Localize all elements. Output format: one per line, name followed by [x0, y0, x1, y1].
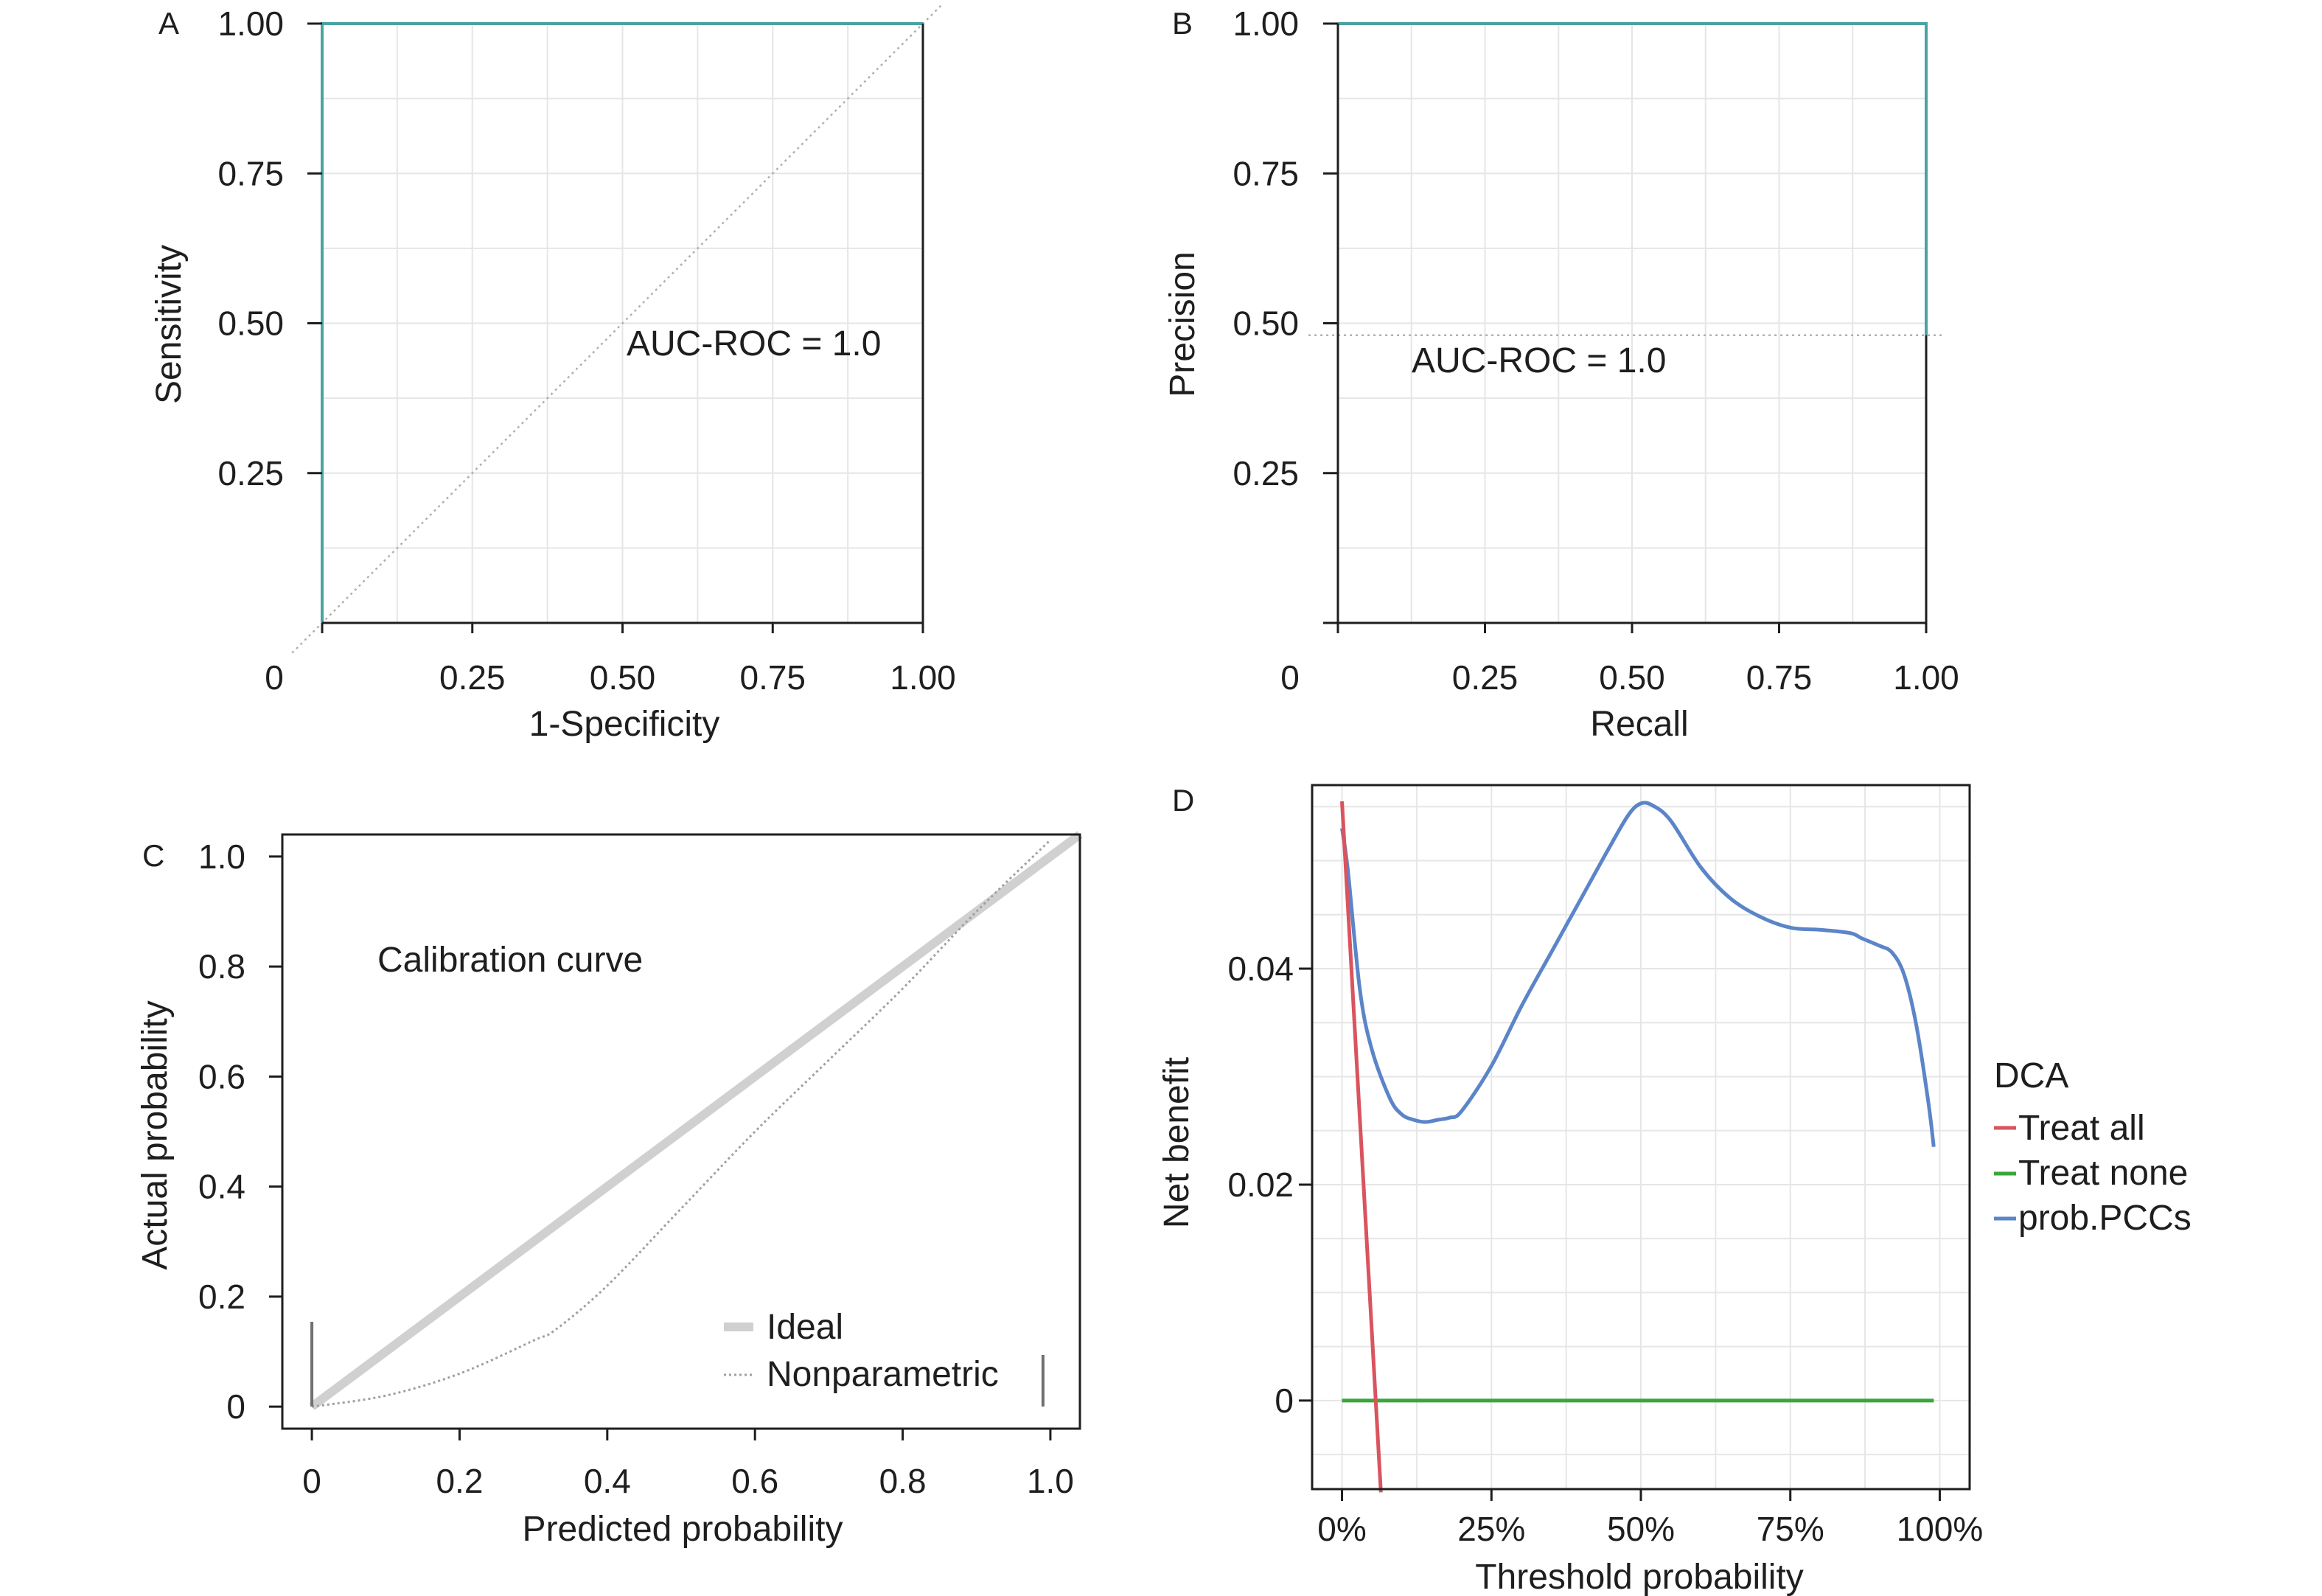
y-tick-label: 0.04 [1227, 949, 1294, 988]
panel-a-letter: A [158, 6, 179, 41]
panel-a-grid [322, 24, 923, 623]
x-tick-label: 0% [1317, 1510, 1366, 1548]
x-tick-label: 25% [1457, 1510, 1525, 1548]
panel-c-calibration: C 0 0 0.2 0.2 0.4 0.4 0.6 0.6 0.8 0.8 1.0 1.0 Calib… [136, 831, 1083, 1549]
y-tick-label: 0.50 [217, 304, 284, 343]
y-tick-label: 1.00 [1233, 4, 1299, 43]
legend-treat-all-label: Treat all [2018, 1109, 2145, 1148]
y-tick-label: 0.75 [217, 154, 284, 192]
panel-d-legend: DCA Treat all Treat none prob.PCCs [1994, 1056, 2192, 1238]
x-tick-label: 50% [1607, 1510, 1675, 1548]
x-tick-label: 0.25 [439, 658, 506, 697]
ideal-line [309, 831, 1083, 1410]
y-tick-label: 0.25 [1233, 454, 1299, 492]
panel-d-dca: D 0 0.02 0.04 0% 25% 50% 75% 100% Threshold pro… [1157, 783, 2192, 1596]
y-tick-label: 0 [1275, 1381, 1294, 1420]
x-tick-label: 0.8 [879, 1462, 927, 1500]
panel-b-axes: 0.25 0.50 0.75 1.00 0 0.25 0.50 0.75 1.00 [1233, 4, 1959, 697]
panel-c-series [309, 831, 1083, 1410]
x-tick-label: 0.6 [731, 1462, 778, 1500]
panel-c-ylabel: Actual probability [136, 1000, 175, 1270]
y-tick-label: 0 [226, 1387, 245, 1426]
y-tick-label: 1.00 [217, 4, 284, 43]
panel-b-grid [1338, 24, 1926, 623]
x-tick-label: 100% [1897, 1510, 1984, 1548]
panel-d-letter: D [1172, 783, 1194, 818]
panel-d-grid [1312, 785, 1970, 1489]
x-tick-label: 0 [265, 658, 284, 697]
panel-a-ylabel: Sensitivity [150, 245, 189, 404]
panel-c-legend: Ideal Nonparametric [724, 1308, 999, 1394]
panel-b-ylabel: Precision [1163, 251, 1202, 397]
panel-c-xlabel: Predicted probability [523, 1510, 843, 1549]
panel-b-xlabel: Recall [1590, 705, 1688, 744]
y-tick-label: 0.75 [1233, 154, 1299, 192]
panel-d-ylabel: Net benefit [1157, 1057, 1196, 1228]
panel-c-annotation: Calibration curve [377, 941, 643, 980]
y-tick-label: 0.2 [198, 1278, 245, 1316]
panel-c-letter: C [142, 838, 164, 873]
panel-a-axes: 0.25 0.50 0.75 1.00 0 0.25 0.50 0.75 1.00 [217, 4, 955, 697]
x-tick-label: 0.25 [1452, 658, 1519, 697]
pr-curve [1338, 22, 1928, 335]
x-tick-label: 0.75 [1746, 658, 1813, 697]
panel-a-roc: A 0.25 0.50 0.75 1.00 0 0.25 0.50 0.75 1.00 AUC-… [150, 4, 956, 744]
panel-d-series [1340, 801, 1936, 1493]
panel-b-series [1308, 22, 1944, 337]
x-tick-label: 0.50 [590, 658, 656, 697]
x-tick-label: 1.00 [1893, 658, 1959, 697]
nonparametric-curve [311, 839, 1051, 1408]
panel-a-xlabel: 1-Specificity [529, 705, 720, 744]
legend-treat-none-label: Treat none [2018, 1154, 2188, 1193]
x-tick-label: 0 [1280, 658, 1300, 697]
panel-b-letter: B [1172, 6, 1193, 41]
panel-b-precision-recall: B 0.25 0.50 0.75 1.00 0 0.25 0.50 0.75 1.00 AUC-… [1163, 4, 1959, 744]
y-tick-label: 1.0 [198, 837, 245, 876]
legend-title: DCA [1994, 1056, 2068, 1095]
y-tick-label: 0.8 [198, 947, 245, 986]
prob-pccs-curve [1340, 801, 1936, 1147]
panel-b-annotation: AUC-ROC = 1.0 [1412, 341, 1666, 380]
treat-all-line [1340, 801, 1383, 1493]
x-tick-label: 75% [1757, 1510, 1824, 1548]
legend-ideal-label: Ideal [767, 1308, 843, 1347]
plot-frame [281, 833, 1081, 1430]
x-tick-label: 0.50 [1599, 658, 1665, 697]
x-tick-label: 0.75 [739, 658, 806, 697]
panel-d-xlabel: Threshold probability [1475, 1558, 1804, 1596]
panel-c-axes: 0 0 0.2 0.2 0.4 0.4 0.6 0.6 0.8 0.8 1.0 1.0 [198, 833, 1081, 1500]
y-tick-label: 0.6 [198, 1057, 245, 1095]
panel-a-annotation: AUC-ROC = 1.0 [627, 324, 881, 363]
x-tick-label: 0 [302, 1462, 321, 1500]
x-tick-label: 0.4 [584, 1462, 631, 1500]
x-tick-label: 1.0 [1027, 1462, 1074, 1500]
y-tick-label: 0.25 [217, 454, 284, 492]
y-tick-label: 0.4 [198, 1168, 245, 1206]
panel-d-axes: 0 0.02 0.04 0% 25% 50% 75% 100% [1227, 784, 1984, 1548]
y-tick-label: 0.02 [1227, 1165, 1294, 1204]
x-tick-label: 1.00 [890, 658, 956, 697]
y-tick-label: 0.50 [1233, 304, 1299, 343]
legend-prob-pccs-label: prob.PCCs [2018, 1199, 2192, 1238]
legend-nonparametric-label: Nonparametric [767, 1355, 999, 1394]
x-tick-label: 0.2 [436, 1462, 483, 1500]
